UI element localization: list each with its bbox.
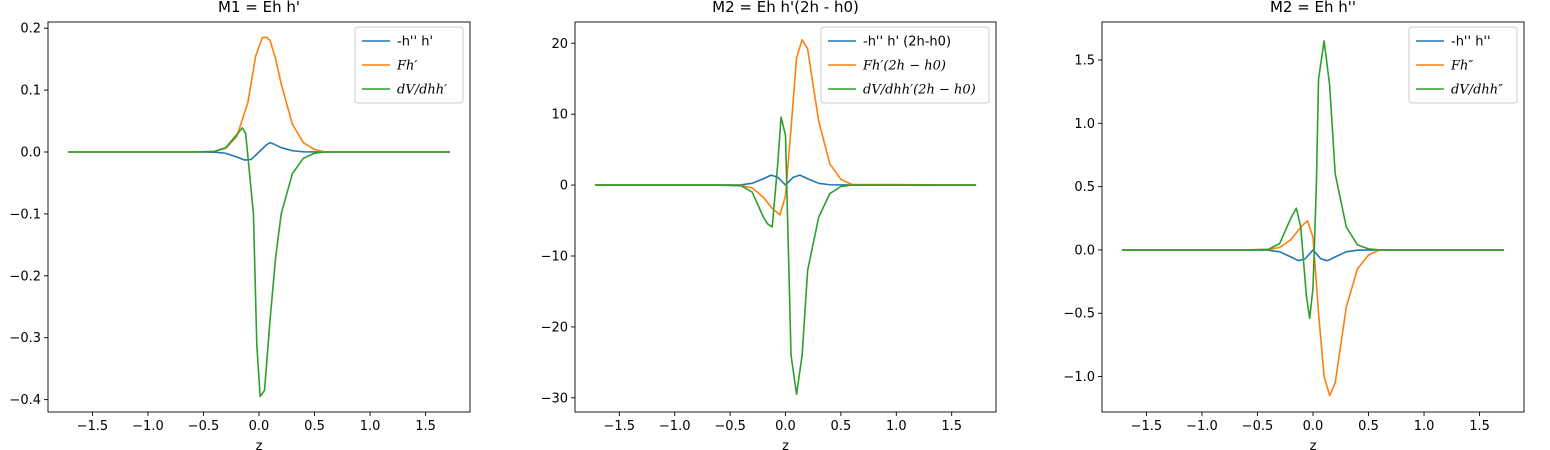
x-tick-label: −1.0 <box>132 419 164 434</box>
legend-entry: dV/dhh′ <box>397 83 447 98</box>
legend-entry: Fh″ <box>1450 59 1473 74</box>
y-tick-label: 0 <box>560 179 568 194</box>
legend-box <box>820 26 990 104</box>
series-line-1 <box>1121 249 1505 262</box>
series-line-1 <box>67 141 451 161</box>
y-tick-label: 0.5 <box>1074 180 1095 195</box>
y-tick-label: 0.0 <box>1074 243 1095 258</box>
series-line-2 <box>594 38 977 216</box>
x-axis-label: z <box>256 439 263 450</box>
y-tick-label: −0.5 <box>1063 307 1095 322</box>
x-axis-label: z <box>782 439 789 450</box>
y-tick-label: 20 <box>551 37 568 52</box>
chart-panel-3: −1.5 −1.0 −0.5 0.0 0.5 1.0 1.5 −1.0 −0.5 0.0 0.5 1.… <box>1063 0 1525 450</box>
legend-entry: -h'' h' <box>397 35 433 50</box>
y-tick-label: 0.2 <box>20 22 41 37</box>
x-tick-label: −1.0 <box>659 419 691 434</box>
y-tick-label: 10 <box>551 108 568 123</box>
series-line-3 <box>67 127 451 398</box>
x-tick-label: 1.5 <box>941 419 962 434</box>
x-tick-label: 1.0 <box>360 419 381 434</box>
chart-panel-2: −1.5 −1.0 −0.5 0.0 0.5 1.0 1.5 −30 −20 −10 0 10 20 M2… <box>541 0 997 450</box>
legend: -h'' h' (2h-h0) Fh′(2h − h0) dV/dhh′(2h − … <box>820 26 990 104</box>
x-tick-label: −1.5 <box>77 419 109 434</box>
legend: -h'' h'' Fh″ dV/dhh″ <box>1408 26 1518 104</box>
legend-entry: -h'' h'' <box>1451 35 1491 50</box>
legend-entry: Fh′ <box>396 59 417 74</box>
series-line-1 <box>594 174 977 186</box>
x-tick-label: −0.5 <box>714 419 746 434</box>
series-line-3 <box>1121 40 1505 320</box>
x-tick-label: −0.5 <box>188 419 220 434</box>
y-tick-label: −30 <box>541 391 568 406</box>
x-tick-label: 0.5 <box>831 419 852 434</box>
x-tick-label: 0.0 <box>249 419 270 434</box>
chart-title: M1 = Eh h' <box>218 0 300 16</box>
x-tick-label: 1.0 <box>1414 419 1435 434</box>
y-tick-label: −0.4 <box>9 393 41 408</box>
y-tick-label: 1.0 <box>1074 117 1095 132</box>
x-tick-label: 1.5 <box>415 419 436 434</box>
legend-entry: dV/dhh′(2h − h0) <box>863 83 976 98</box>
legend-box <box>1408 26 1518 104</box>
y-tick-label: −1.0 <box>1063 370 1095 385</box>
y-tick-label: −0.3 <box>9 331 41 346</box>
x-tick-label: −1.5 <box>1131 419 1163 434</box>
y-tick-label: 0.0 <box>20 146 41 161</box>
y-tick-label: −20 <box>541 320 568 335</box>
series-line-2 <box>1121 220 1505 397</box>
legend: -h'' h' Fh′ dV/dhh′ <box>354 26 464 104</box>
y-tick-label: −0.2 <box>9 269 41 284</box>
x-tick-label: 1.5 <box>1469 419 1490 434</box>
chart-title: M2 = Eh h'(2h - h0) <box>712 0 859 16</box>
legend-entry: Fh′(2h − h0) <box>862 59 946 74</box>
x-tick-label: −0.5 <box>1242 419 1274 434</box>
legend-entry: dV/dhh″ <box>1451 83 1503 98</box>
y-tick-label: −0.1 <box>9 207 41 222</box>
x-tick-label: 0.5 <box>1358 419 1379 434</box>
legend-entry: -h'' h' (2h-h0) <box>863 35 951 50</box>
legend-box <box>354 26 464 104</box>
y-tick-label: 1.5 <box>1074 53 1095 68</box>
x-tick-label: −1.5 <box>604 419 636 434</box>
series-line-3 <box>594 116 977 396</box>
chart-panel-1: −1.5 −1.0 −0.5 0.0 0.5 1.0 1.5 −0.4 −0.3 −0.2 −0.1… <box>9 0 471 450</box>
x-tick-label: 1.0 <box>886 419 907 434</box>
x-axis-label: z <box>1310 439 1317 450</box>
x-tick-label: 0.0 <box>1303 419 1324 434</box>
y-tick-label: 0.1 <box>20 84 41 99</box>
x-tick-label: 0.5 <box>304 419 325 434</box>
x-tick-label: −1.0 <box>1186 419 1218 434</box>
chart-title: M2 = Eh h'' <box>1270 0 1356 16</box>
x-tick-label: 0.0 <box>775 419 796 434</box>
y-tick-label: −10 <box>541 250 568 265</box>
